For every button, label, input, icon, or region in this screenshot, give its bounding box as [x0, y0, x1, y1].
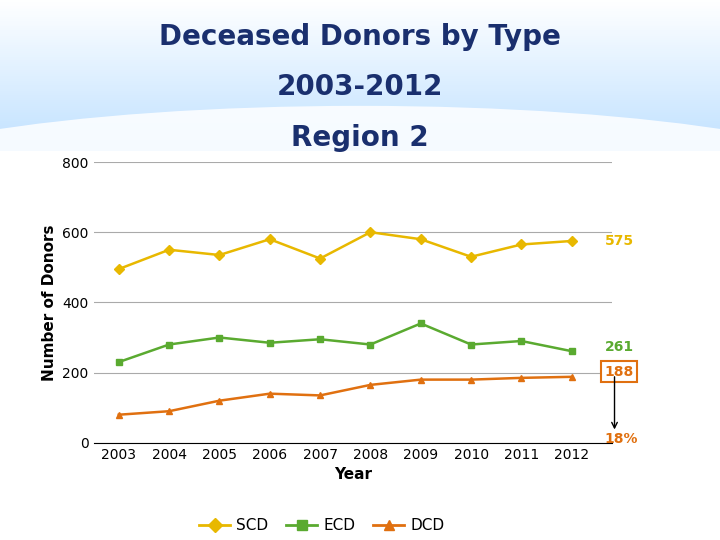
Bar [0, 45, 720, 47]
Bar [0, 23, 720, 24]
Bar [0, 25, 720, 26]
Bar [0, 55, 720, 57]
Text: Deceased Donors by Type: Deceased Donors by Type [159, 23, 561, 51]
Bar [0, 2, 720, 4]
Bar [0, 0, 720, 2]
Bar [0, 104, 720, 106]
Bar [0, 11, 720, 13]
Bar [0, 79, 720, 81]
Bar [0, 100, 720, 102]
Bar [0, 70, 720, 72]
Bar [0, 59, 720, 60]
Bar [0, 13, 720, 15]
Bar [0, 134, 720, 136]
Bar [0, 83, 720, 85]
Bar [0, 108, 720, 110]
Bar [0, 111, 720, 113]
Bar [0, 132, 720, 134]
Bar [0, 60, 720, 62]
Bar [0, 26, 720, 28]
Bar [0, 94, 720, 96]
Text: 2003-2012: 2003-2012 [276, 72, 444, 100]
Bar [0, 131, 720, 132]
Bar [0, 66, 720, 68]
Bar [0, 116, 720, 117]
Bar [0, 57, 720, 58]
Bar [0, 30, 720, 32]
Bar [0, 106, 720, 108]
Bar [0, 51, 720, 53]
Bar [0, 119, 720, 121]
Bar [0, 53, 720, 55]
Bar [0, 146, 720, 147]
X-axis label: Year: Year [334, 467, 372, 482]
Bar [0, 129, 720, 130]
Bar [0, 149, 720, 151]
Bar [0, 96, 720, 98]
Bar [0, 64, 720, 66]
Bar [0, 15, 720, 17]
Text: 18%: 18% [605, 433, 638, 446]
Bar [0, 141, 720, 144]
Bar [0, 110, 720, 111]
Bar [0, 38, 720, 40]
Bar [0, 36, 720, 38]
Bar [0, 49, 720, 51]
Text: 188: 188 [605, 364, 634, 379]
Bar [0, 4, 720, 5]
Bar [0, 32, 720, 34]
Bar [0, 10, 720, 11]
Bar [0, 138, 720, 140]
Bar [0, 5, 720, 8]
Bar [0, 85, 720, 87]
Bar [0, 98, 720, 100]
Bar [0, 126, 720, 129]
Bar [0, 81, 720, 83]
Bar [0, 89, 720, 91]
Bar [0, 42, 720, 44]
Bar [0, 47, 720, 49]
Bar [0, 17, 720, 19]
Bar [0, 40, 720, 42]
Bar [0, 117, 720, 119]
Bar [0, 123, 720, 125]
Bar [0, 87, 720, 89]
Bar [0, 113, 720, 115]
Bar [0, 77, 720, 79]
Y-axis label: Number of Donors: Number of Donors [42, 224, 57, 381]
Bar [0, 140, 720, 141]
Bar [0, 62, 720, 64]
Bar [0, 136, 720, 138]
Bar [0, 102, 720, 104]
Bar [0, 68, 720, 70]
Bar [0, 91, 720, 93]
Text: Region 2: Region 2 [291, 124, 429, 152]
Bar [0, 44, 720, 45]
Bar [0, 28, 720, 30]
Bar [0, 21, 720, 23]
Bar [0, 144, 720, 145]
Bar [0, 19, 720, 21]
Bar [0, 76, 720, 77]
Bar [0, 74, 720, 76]
Bar [0, 34, 720, 36]
Bar [0, 72, 720, 74]
Bar [0, 147, 720, 149]
Text: 261: 261 [605, 340, 634, 354]
Legend: SCD, ECD, DCD: SCD, ECD, DCD [193, 512, 450, 539]
Bar [0, 8, 720, 10]
Bar [0, 125, 720, 126]
Bar [0, 93, 720, 94]
Text: 575: 575 [605, 234, 634, 248]
Bar [0, 121, 720, 123]
Ellipse shape [0, 106, 720, 287]
